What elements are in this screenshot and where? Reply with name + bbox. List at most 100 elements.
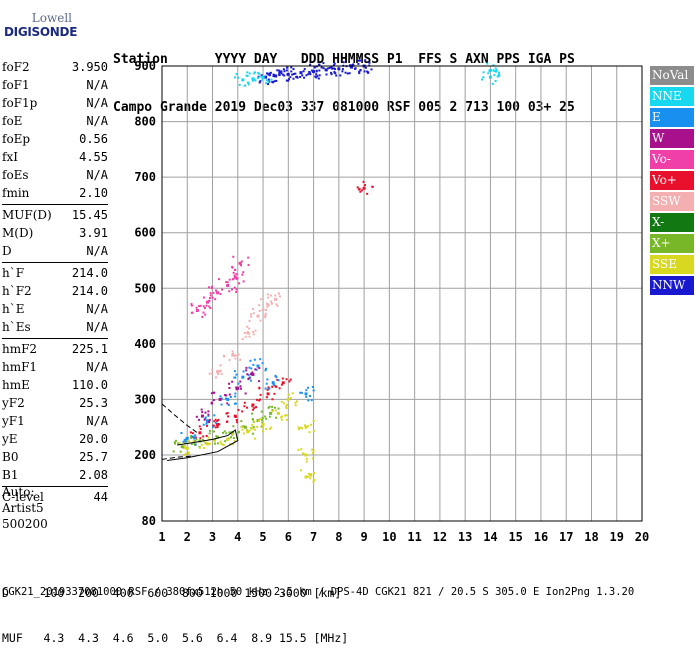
echo-point	[232, 271, 235, 274]
echo-point	[235, 373, 238, 376]
y-tick-label: 300	[134, 392, 156, 406]
echo-point	[276, 69, 279, 72]
echo-point	[218, 423, 221, 426]
echo-point	[214, 289, 217, 292]
echo-point	[280, 415, 283, 418]
echo-point	[234, 357, 237, 360]
echo-point	[250, 426, 253, 429]
echo-point	[258, 386, 261, 389]
param-row: foF2 3.950	[2, 58, 108, 76]
echo-point	[291, 392, 294, 395]
echo-point	[276, 411, 280, 415]
echo-point	[243, 84, 246, 87]
echo-point	[208, 299, 211, 302]
echo-point	[208, 420, 211, 423]
param-value: N/A	[86, 302, 108, 316]
echo-point	[243, 401, 246, 404]
auto-scaling-info: Auto: Artist5 500200	[2, 484, 48, 532]
echo-point	[232, 437, 235, 440]
echo-point	[294, 404, 297, 407]
echo-point	[235, 386, 238, 389]
echo-point	[282, 68, 285, 71]
echo-point	[311, 448, 314, 451]
echo-point	[278, 295, 281, 298]
x-tick-label: 12	[433, 530, 447, 544]
param-name: B0	[2, 450, 19, 464]
echo-point	[266, 293, 269, 296]
echo-point	[497, 75, 500, 78]
echo-point	[362, 186, 366, 190]
param-name: h`F2	[2, 284, 32, 298]
echo-point	[359, 69, 362, 72]
echo-point	[269, 294, 272, 297]
echo-point	[179, 450, 182, 453]
echo-point	[341, 68, 344, 71]
echo-point	[333, 62, 336, 65]
echo-point	[276, 304, 279, 307]
echo-point	[331, 67, 334, 70]
param-value: 0.56	[79, 132, 108, 146]
echo-point	[285, 79, 288, 82]
echo-point	[290, 66, 293, 69]
param-row: hmE 110.0	[2, 376, 108, 394]
param-row: M(D) 3.91	[2, 224, 108, 242]
profile-dashed-upper	[161, 403, 198, 434]
echo-point	[284, 405, 287, 408]
echo-point	[267, 73, 270, 76]
profile-solid	[167, 429, 239, 461]
echo-point	[264, 309, 267, 312]
echo-point	[202, 423, 205, 426]
param-name: hmF1	[2, 360, 38, 374]
echo-point	[316, 75, 319, 78]
param-value: 25.3	[79, 396, 108, 410]
echo-point	[307, 475, 310, 478]
echo-point	[280, 400, 283, 403]
echo-point	[271, 398, 274, 401]
echo-point	[185, 436, 189, 440]
echo-point	[212, 291, 215, 294]
echo-point	[358, 70, 361, 73]
param-name: fmin	[2, 186, 30, 200]
echo-point	[214, 376, 217, 379]
echo-point	[265, 417, 268, 420]
echo-point	[314, 75, 317, 78]
echo-point	[249, 373, 252, 376]
echo-point	[204, 416, 207, 419]
ionogram-plot: 1 2 3 4 5 6 7 8 9 10 11 12 13 14 15 16 17 18 19 20802003004…	[134, 59, 649, 544]
echo-point	[191, 435, 194, 438]
echo-point	[265, 428, 268, 431]
echo-point	[274, 374, 277, 377]
x-tick-label: 10	[382, 530, 396, 544]
param-name: yE	[2, 432, 18, 446]
echo-point	[272, 81, 275, 84]
echo-point	[305, 460, 308, 463]
echo-point	[208, 297, 211, 300]
echo-point	[273, 406, 276, 409]
echo-point	[368, 61, 371, 64]
echo-point	[348, 64, 351, 67]
ionospheric-parameters: foF2 3.950 foF1 N/A foF1p N/A foE N/A foEp 0.56 fx…	[2, 58, 108, 506]
y-tick-label: 80	[142, 514, 156, 528]
legend-item-vo: Vo+	[650, 171, 694, 190]
echo-point	[182, 440, 185, 443]
echo-point	[216, 291, 220, 295]
param-row: foF1 N/A	[2, 76, 108, 94]
echo-point	[209, 307, 212, 310]
echo-point	[310, 399, 313, 402]
echo-point	[268, 405, 271, 408]
echo-point	[330, 73, 333, 76]
echo-point	[235, 418, 238, 421]
echo-point	[238, 262, 241, 265]
echo-point	[267, 406, 270, 409]
echo-point	[267, 78, 270, 81]
echo-point	[300, 427, 303, 430]
echo-point	[308, 70, 311, 73]
echo-point	[227, 437, 230, 440]
y-tick-label: 400	[134, 337, 156, 351]
echo-point	[258, 399, 261, 402]
echo-point	[364, 59, 367, 62]
x-tick-label: 15	[508, 530, 522, 544]
echo-point	[318, 63, 321, 66]
param-separator	[2, 338, 108, 339]
echo-point	[205, 304, 208, 307]
